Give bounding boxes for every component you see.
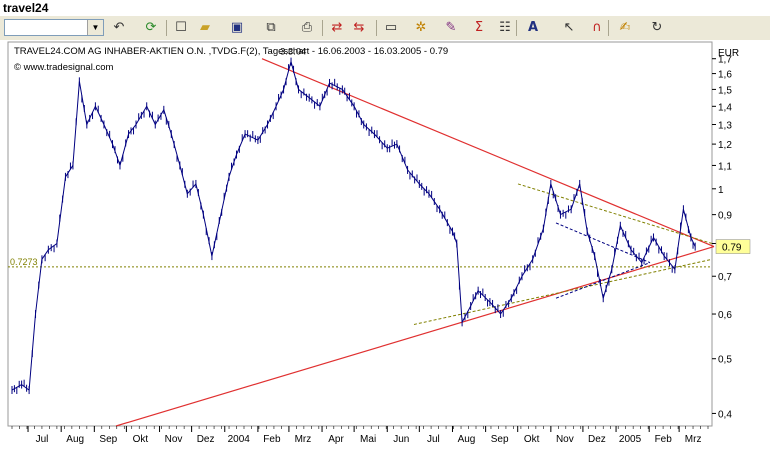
triangle-upper-line [555, 222, 651, 264]
price-chart[interactable]: 1,71,61,51,41,31,21,110,90,80,70,60,50,4… [0, 40, 770, 446]
chart-type-icon[interactable]: ▭ [384, 20, 398, 35]
magnet-icon[interactable]: ∩ [592, 20, 602, 35]
last-price-label: 0.79 [722, 243, 742, 254]
y-tick-label: 1 [718, 185, 724, 196]
y-tick-label: 1,6 [718, 70, 732, 81]
toolbar-separator [376, 20, 377, 36]
x-tick-label: Jun [393, 434, 409, 445]
copy-icon[interactable]: ⧉ [266, 20, 276, 35]
x-tick-label: Nov [556, 434, 574, 445]
x-tick-label: Mrz [295, 434, 312, 445]
y-tick-label: 0,5 [718, 355, 732, 366]
x-tick-label: Apr [328, 434, 344, 445]
x-tick-label: Feb [655, 434, 673, 445]
x-tick-label: Okt [133, 434, 149, 445]
y-tick-label: 0,6 [718, 310, 732, 321]
y-tick-label: 1,5 [718, 85, 732, 96]
chart-area[interactable]: 1,71,61,51,41,31,21,110,90,80,70,60,50,4… [0, 40, 770, 446]
new-icon[interactable]: ☐ [175, 20, 187, 35]
reload-icon[interactable]: ↻ [651, 20, 663, 35]
chart-source-text: © www.tradesignal.com [14, 62, 113, 73]
x-tick-label: Dez [588, 434, 606, 445]
chart-a-icon[interactable]: ⇄ [331, 20, 343, 35]
toolbar-separator [608, 20, 609, 36]
open-icon[interactable]: ▰ [200, 20, 210, 35]
notes-icon[interactable]: ✍ [619, 20, 631, 35]
y-tick-label: 1,2 [718, 140, 732, 151]
x-tick-label: Dez [197, 434, 215, 445]
currency-label: EUR [718, 48, 739, 59]
x-tick-label: Jul [36, 434, 49, 445]
triangle-lower-line [555, 262, 651, 299]
objects-icon[interactable]: Σ [474, 20, 484, 35]
y-tick-label: 0,9 [718, 211, 732, 222]
indicator-icon[interactable]: ✲ [415, 20, 427, 35]
properties-icon[interactable]: ☷ [499, 20, 511, 35]
price-series-line [11, 59, 696, 392]
toolbar-separator [166, 20, 167, 36]
symbol-combo[interactable]: ▼ [4, 19, 104, 36]
x-tick-label: Jul [427, 434, 440, 445]
upper-channel-line [517, 183, 713, 244]
print-icon[interactable]: ⎙ [301, 20, 313, 35]
x-tick-label: Feb [263, 434, 281, 445]
last-price-box [715, 239, 751, 254]
x-tick-label: 2004 [228, 434, 251, 445]
save-icon[interactable]: ▣ [230, 20, 244, 35]
x-tick-label: Mai [360, 434, 376, 445]
undo-icon[interactable]: ↶ [113, 20, 125, 35]
y-tick-label: 1,7 [718, 55, 732, 66]
toolbar: ▼ ↶ ⟳ ☐ ▰ ▣ ⧉ ⎙ ⇄ ⇆ ▭ ✲ ✎ Σ ☷ A ↖ ∩ ✍ ↻ [0, 16, 770, 41]
lower-channel-line [413, 258, 713, 325]
cursor-icon[interactable]: ↖ [563, 20, 575, 35]
y-tick-label: 1,1 [718, 161, 732, 172]
toolbar-separator [516, 20, 517, 36]
x-tick-label: Mrz [685, 434, 702, 445]
chart-b-icon[interactable]: ⇆ [353, 20, 365, 35]
x-tick-label: 2005 [619, 434, 642, 445]
x-tick-label: Nov [165, 434, 183, 445]
left-marker-label: 0.7273 [10, 257, 38, 267]
toolbar-separator [322, 20, 323, 36]
x-tick-label: Aug [66, 434, 84, 445]
x-tick-label: Sep [99, 434, 117, 445]
window-title: travel24 [3, 1, 49, 15]
chevron-down-icon[interactable]: ▼ [87, 20, 103, 35]
y-tick-label: 0,7 [718, 272, 732, 283]
plot-frame [7, 41, 713, 427]
x-tick-label: Sep [491, 434, 509, 445]
text-icon[interactable]: A [527, 20, 539, 35]
refresh-icon[interactable]: ⟳ [145, 20, 157, 35]
window-title-bar: travel24 [0, 0, 770, 16]
drawing-icon[interactable]: ✎ [445, 20, 457, 35]
y-tick-label: 1,3 [718, 120, 732, 131]
x-tick-label: Aug [458, 434, 476, 445]
last-price-marker: 0.79 [715, 239, 751, 254]
x-tick-label: Okt [524, 434, 540, 445]
y-tick-label: 0,4 [718, 409, 732, 420]
y-tick-label: 1,4 [718, 102, 732, 113]
chart-header-text: TRAVEL24.COM AG INHABER-AKTIEN O.N. ,TVD… [14, 46, 448, 57]
peak-date-label: 3.3.04 [280, 47, 306, 58]
